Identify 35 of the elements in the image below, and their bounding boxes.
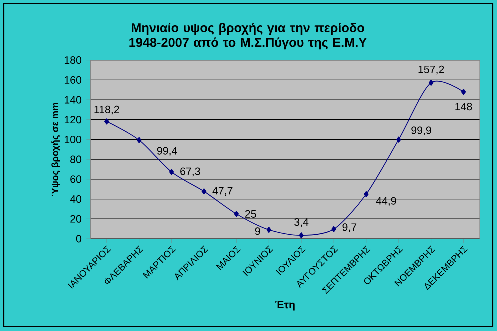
data-label: 67,3 [180,168,200,177]
data-label: 99,4 [157,147,178,156]
data-label: 47,7 [212,187,233,196]
point [299,232,304,239]
data-label: 25 [245,210,256,218]
point [332,226,336,232]
y-tick-label: 180 [64,56,82,64]
y-tick-label: 140 [64,96,82,104]
point [136,137,142,144]
data-label: 99,9 [412,126,432,136]
y-tick-label: 100 [64,136,82,144]
y-tick-label: 0 [76,235,82,243]
point [104,118,110,125]
data-label: 9 [255,228,260,236]
x-axis-title: Έτη [275,301,295,311]
y-tick-label: 80 [70,156,82,164]
y-tick-label: 60 [70,176,82,184]
point [169,169,174,176]
point [461,89,466,96]
y-tick-label: 120 [64,116,82,124]
point [364,191,369,198]
point [234,211,240,218]
y-tick-label: 20 [70,215,82,223]
data-label: 148 [456,103,472,111]
y-axis-title: Ύψος βροχής σε mm [52,103,60,196]
point [266,226,272,234]
data-label: 157,2 [418,66,444,75]
data-label: 9,7 [342,224,357,232]
y-tick-label: 40 [70,196,82,204]
point [428,80,434,86]
y-tick-label: 160 [64,76,82,84]
data-label: 118,2 [94,106,120,115]
point [202,188,207,195]
chart-title: Μηνιαίο υψος βροχής για την περίοδο 1948-2007 από το Μ.Σ.Πύγου της Ε.Μ.Υ [130,23,367,50]
point [396,136,402,143]
